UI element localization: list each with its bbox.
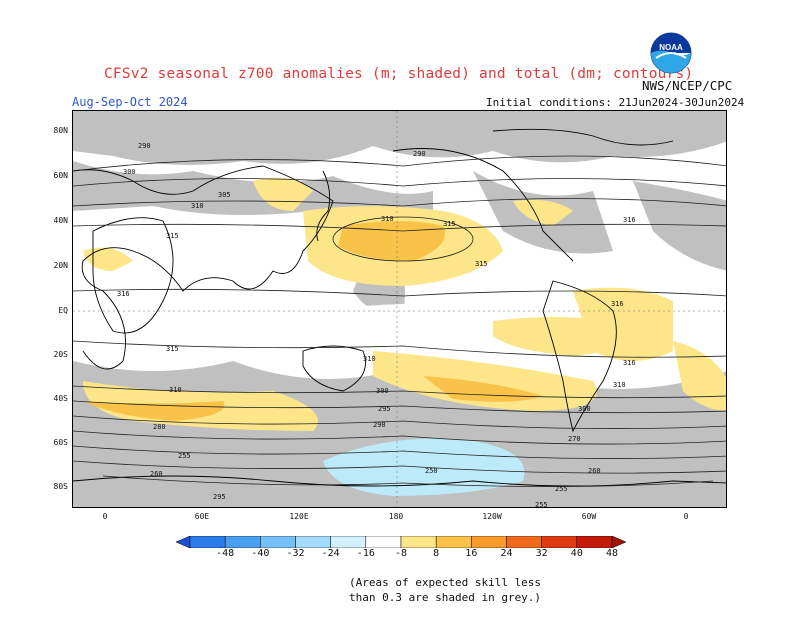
contour-label: 260 <box>150 470 163 478</box>
lat-label: 80N <box>53 126 68 135</box>
contour-label: 255 <box>555 485 568 493</box>
lon-label: 60W <box>581 512 597 521</box>
legend-swatch <box>541 536 578 548</box>
lon-label: 60E <box>194 512 210 521</box>
contour-label: 290 <box>413 150 426 158</box>
contour-label: 315 <box>166 345 179 353</box>
height-contours <box>73 155 726 487</box>
legend-tick-label: -32 <box>286 548 305 559</box>
contour-label: 310 <box>169 386 182 394</box>
contour-label: 280 <box>153 423 166 431</box>
legend-arrow-high <box>611 536 626 548</box>
contour-labels: 290 290 300 305 310 310 315 315 315 316 … <box>117 142 636 508</box>
legend-swatch <box>365 536 402 548</box>
contour-label: 310 <box>363 355 376 363</box>
legend-swatch <box>330 536 367 548</box>
contour-label: 316 <box>117 290 130 298</box>
contour-label: 295 <box>378 405 391 413</box>
legend-swatch <box>576 536 613 548</box>
contour-label: 315 <box>475 260 488 268</box>
legend-tick-label: -48 <box>216 548 235 559</box>
legend-swatch <box>506 536 542 548</box>
lon-label: 0 <box>102 512 108 521</box>
legend-tick-label: 8 <box>433 548 440 559</box>
graticule <box>73 111 726 507</box>
contour-label: 310 <box>381 215 394 223</box>
skill-note-line2: than 0.3 are shaded in grey.) <box>349 591 542 604</box>
noaa-logo: NOAA <box>650 32 692 74</box>
map-title: CFSv2 seasonal z700 anomalies (m; shaded… <box>104 66 694 82</box>
legend-tick-label: 40 <box>570 548 583 559</box>
legend-tick-label: 32 <box>535 548 548 559</box>
legend-tick-label: 16 <box>465 548 478 559</box>
contour-label: 316 <box>611 300 624 308</box>
contour-label: 255 <box>178 452 191 460</box>
contour-label: 300 <box>578 405 591 413</box>
noaa-logo-text: NOAA <box>659 43 683 52</box>
lat-label: 20N <box>53 261 68 270</box>
legend-tick-label: -8 <box>394 548 408 559</box>
contour-label: 260 <box>588 467 601 475</box>
contour-label: 250 <box>425 467 438 475</box>
legend-swatch <box>260 536 296 548</box>
contour-label: 316 <box>623 216 636 224</box>
lon-label: 120E <box>289 512 309 521</box>
agency-label: NWS/NCEP/CPC <box>642 78 733 93</box>
lat-label: 40N <box>53 216 68 225</box>
contour-label: 290 <box>373 421 386 429</box>
contour-label: 316 <box>623 359 636 367</box>
contour-label: 315 <box>166 232 179 240</box>
contour-label: 300 <box>376 387 389 395</box>
contour-label: 315 <box>443 220 456 228</box>
lon-label: 180 <box>388 512 404 521</box>
legend-swatch <box>295 536 331 548</box>
contour-label: 300 <box>123 168 136 176</box>
season-label: Aug-Sep-Oct 2024 <box>72 95 188 109</box>
legend-tick-label: 24 <box>500 548 513 559</box>
lat-label: EQ <box>58 306 68 315</box>
contour-label: 290 <box>138 142 151 150</box>
legend-tick-label: -16 <box>356 548 375 559</box>
legend-colorbar <box>176 536 626 548</box>
lon-label: 120W <box>482 512 502 521</box>
contour-label: 310 <box>613 381 626 389</box>
legend-arrow-low <box>176 536 191 548</box>
legend-tick-label: -40 <box>251 548 270 559</box>
legend-tick-label: -24 <box>321 548 340 559</box>
contour-label: 305 <box>218 191 231 199</box>
lat-label: 60N <box>53 171 68 180</box>
lon-label: 0 <box>683 512 689 521</box>
anomaly-map: 290 290 300 305 310 310 315 315 315 316 … <box>72 110 727 508</box>
legend-tick-label: 48 <box>605 548 619 559</box>
legend-swatch <box>435 536 472 548</box>
legend-swatch <box>189 536 226 548</box>
legend-swatch <box>224 536 261 548</box>
skill-note-line1: (Areas of expected skill less <box>349 576 542 589</box>
legend-swatch <box>400 536 437 548</box>
positive-anomaly-light <box>83 177 726 431</box>
lat-label: 20S <box>53 350 68 359</box>
lat-label: 40S <box>53 394 68 403</box>
map-canvas: 290 290 300 305 310 310 315 315 315 316 … <box>73 111 726 508</box>
initial-conditions-label: Initial conditions: 21Jun2024-30Jun2024 <box>486 96 745 109</box>
contour-label: 270 <box>568 435 581 443</box>
lat-label: 80S <box>53 482 68 491</box>
legend-swatch <box>471 536 507 548</box>
contour-label: 310 <box>191 202 204 210</box>
lat-label: 60S <box>53 438 68 447</box>
contour-label: 255 <box>535 501 548 508</box>
contour-label: 295 <box>213 493 226 501</box>
